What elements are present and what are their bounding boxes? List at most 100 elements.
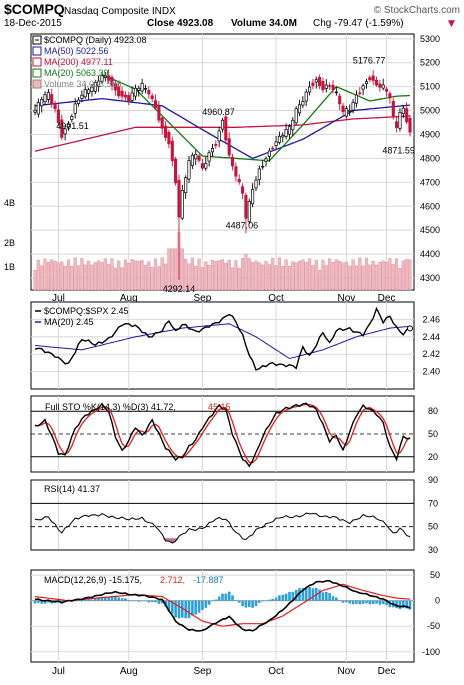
volume-bar-74 [281,266,285,291]
annotation-0: 4901.51 [56,121,89,131]
volume-bar-70 [267,264,271,291]
candle-body-13 [76,99,81,104]
macd-hist-bar-80 [301,588,305,601]
candle-body-23 [110,76,114,86]
macd-hist-bar-110 [402,600,405,609]
candle-body-100 [368,77,372,81]
rsi-legend: RSI(14) 41.37 [44,484,100,494]
price-ytick-1: 4400 [420,249,440,259]
volume-bar-83 [311,265,315,291]
rsi-ytick-0: 30 [428,545,438,555]
price-ytick-0: 4300 [420,273,440,283]
macd-hist-bar-19 [97,598,100,601]
macd-hist-bar-87 [325,592,328,601]
volume-bar-62 [241,258,245,291]
candle-body-5 [50,94,54,104]
macd-hist-bar-28 [127,600,131,601]
volume-bar-82 [308,258,312,291]
macd-hist-bar-66 [254,600,258,607]
volume-bar-41 [170,248,174,291]
volume-bar-50 [200,267,204,291]
date-label: 18-Dec-2015 [4,18,62,29]
candle-body-38 [160,117,164,129]
macd-hist-bar-33 [144,600,147,602]
candle-body-91 [338,95,342,105]
volume-bar-14 [80,258,84,291]
volume-bar-28 [127,263,131,291]
volume-bar-12 [73,257,77,291]
symbol-title: $COMPQ [4,1,65,17]
volume-bar-42 [174,248,178,291]
annotation-5: 4871.59 [382,145,415,155]
x-tick-2: Sep [194,293,212,304]
candle-body-7 [56,109,60,123]
macd-hist-bar-46 [187,600,191,619]
macd-hist-bar-4 [47,600,50,603]
macd-hist-bar-90 [335,597,338,601]
ratio-ma20-line [34,323,411,360]
volume-bar-26 [120,267,124,291]
candle-body-20 [100,75,104,83]
macd-hist-bar-57 [224,593,228,601]
macd-hist-bar-30 [134,600,137,602]
rsi-ytick-1: 50 [428,522,438,532]
volume-bar-58 [227,259,231,291]
volume-bar-21 [103,258,107,291]
macd-hist-bar-93 [345,600,348,603]
volume-bar-112 [408,259,412,291]
volume-bar-5 [50,259,54,291]
volume-bar-66 [254,260,258,291]
volume-bar-20 [100,262,104,291]
volume-bar-88 [328,258,332,291]
macd-hist-bar-65 [251,600,254,608]
candle-body-80 [301,101,305,106]
candle-body-111 [405,108,409,123]
price-ytick-6: 4900 [420,129,440,139]
candle-body-25 [117,86,121,97]
volume-bar-90 [334,259,338,291]
volume-bar-108 [395,258,399,291]
macd-hist-bar-47 [191,600,194,616]
macd-hist-bar-48 [194,600,197,615]
macd-hist-bar-55 [217,596,221,601]
volume-bar-10 [66,259,71,291]
macd-x-tick-3: Oct [268,666,284,677]
macd-hist-bar-92 [341,600,345,603]
ratio-legend-entry: $COMPQ:$SPX 2.45 [44,306,129,316]
macd-hist-bar-25 [117,597,120,601]
volume-bar-95 [351,259,355,291]
volume-bar-53 [210,259,215,291]
macd-hist-bar-50 [201,600,204,610]
candle-body-34 [147,90,151,95]
candle-body-29 [130,92,134,101]
candle-body-40 [167,131,171,145]
macd-hist-bar-100 [368,600,372,605]
legend-entry-0: $COMPQ (Daily) 4923.08 [44,35,147,45]
macd-panel [30,569,415,663]
volume-bar-57 [224,263,228,291]
volume-bar-22 [107,263,111,291]
volume-bar-69 [264,260,268,291]
candle-body-73 [277,135,281,143]
macd-hist-bar-73 [278,595,281,601]
candle-body-0 [33,109,37,113]
volume-bar-17 [90,264,94,291]
macd-hist-bar-99 [365,600,368,604]
macd-hist-bar-36 [154,600,157,603]
ratio-ma-legend-entry: MA(20) 2.45 [44,317,94,327]
macd-hist-bar-59 [231,595,234,601]
volume-bar-0 [33,270,37,291]
macd-hist-bar-103 [378,600,382,605]
price-ytick-3: 4600 [420,201,440,211]
candle-body-3 [43,94,47,103]
legend-entry-3: MA(20) 5063.39 [44,68,109,78]
candle-body-21 [103,75,107,78]
macd-hist-bar-67 [258,600,261,603]
candle-body-89 [331,84,335,90]
candle-body-19 [97,80,101,87]
candle-body-55 [217,130,221,142]
macd-line [34,579,411,632]
index-name: Nasdaq Composite INDX [64,6,176,17]
macd-hist-bar-27 [124,598,127,601]
macd-hist-bar-17 [90,599,94,601]
